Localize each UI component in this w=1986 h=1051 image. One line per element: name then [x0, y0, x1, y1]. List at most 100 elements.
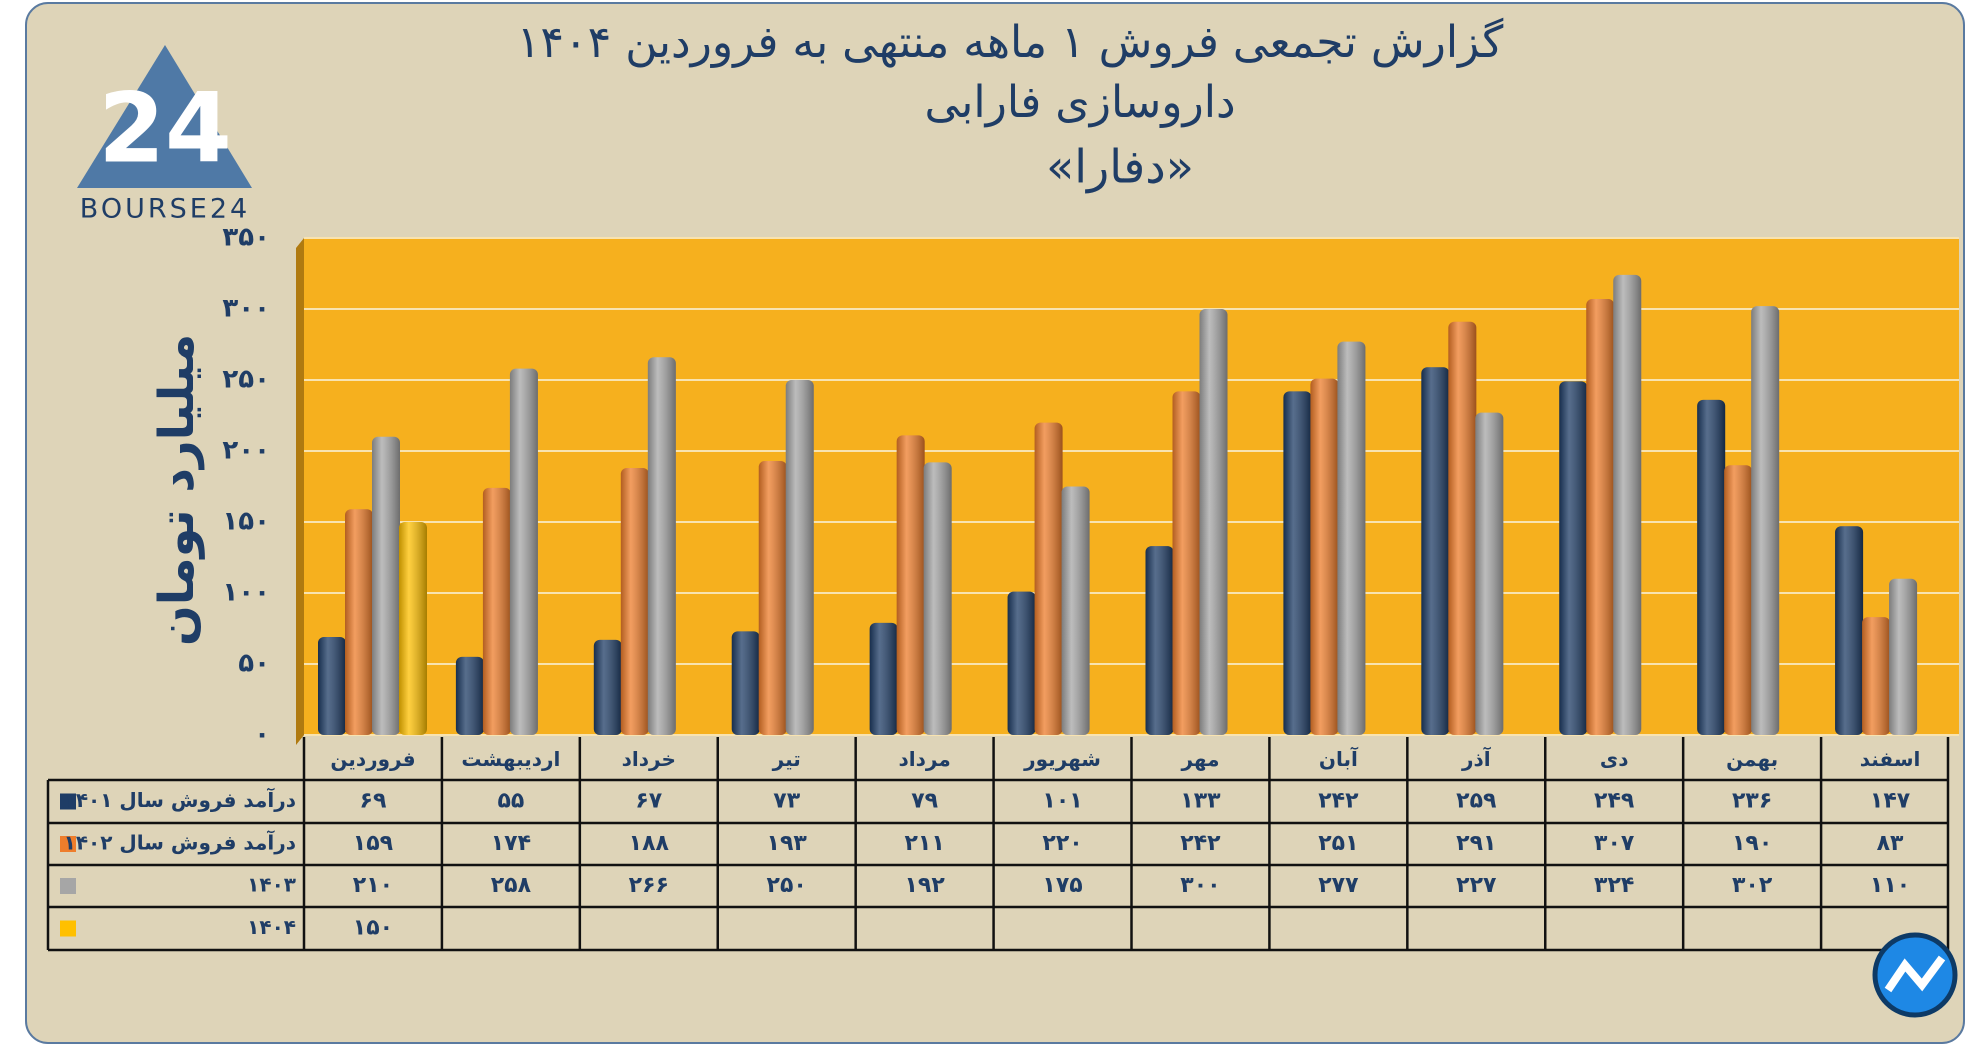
table-value: ۲۵۸: [491, 873, 532, 898]
app-icon: [1872, 932, 1958, 1018]
table-value: ۳۰۲: [1732, 873, 1773, 898]
logo-text: BOURSE24: [80, 194, 250, 225]
legend-label: درآمد فروش سال ۱۴۰۱: [64, 787, 296, 812]
y-tick-label: ۱۰۰: [222, 578, 270, 608]
table-value: ۳۰۷: [1594, 831, 1635, 856]
table-value: ۱۰۱: [1042, 789, 1082, 814]
x-tick-label: فروردین: [330, 747, 415, 771]
x-tick-label: دی: [1600, 747, 1629, 771]
logo-mark: 24: [98, 72, 232, 184]
bar-shade: [1751, 306, 1780, 735]
bar-shade: [1310, 378, 1339, 735]
bar-shade: [1724, 465, 1753, 735]
bar-shade: [509, 368, 538, 735]
table-value: ۲۴۲: [1318, 789, 1359, 814]
table-value: ۲۶۶: [629, 873, 669, 898]
x-tick-label: شهریور: [1023, 747, 1101, 771]
y-tick-label: ۰: [254, 720, 270, 750]
y-tick-label: ۲۰۰: [222, 436, 270, 466]
x-tick-label: آبان: [1319, 746, 1359, 771]
table-value: ۱۵۰: [353, 916, 393, 941]
table-value: ۲۴۹: [1594, 789, 1634, 814]
table-value: ۱۹۰: [1732, 831, 1772, 856]
y-axis-label: میلیارد تومان: [149, 334, 205, 646]
x-tick-label: مهر: [1180, 747, 1219, 771]
logo: 24 BOURSE24: [77, 45, 252, 225]
table-value: ۲۲۷: [1456, 873, 1497, 898]
x-tick-label: اردیبهشت: [461, 747, 560, 771]
bar-shade: [785, 380, 814, 735]
table-value: ۲۵۱: [1318, 831, 1358, 856]
x-tick-label: اسفند: [1860, 747, 1921, 771]
table-value: ۷۳: [773, 789, 800, 814]
table-value: ۱۸۸: [629, 831, 670, 856]
legend-swatch: [60, 920, 76, 937]
x-tick-label: تیر: [772, 747, 801, 771]
y-tick-label: ۲۵۰: [222, 365, 270, 395]
table-value: ۱۴۷: [1870, 789, 1911, 814]
y-tick-label: ۳۰۰: [222, 294, 270, 324]
x-tick-label: مرداد: [899, 747, 951, 771]
table-value: ۷۹: [911, 789, 938, 814]
bar-shade: [1199, 309, 1228, 735]
bar-shade: [399, 522, 427, 735]
table-value: ۲۳۶: [1732, 789, 1772, 814]
x-tick-label: آذر: [1461, 746, 1492, 771]
legend-swatch: [60, 836, 76, 852]
bar-shade: [1835, 526, 1864, 735]
table-value: ۱۱۰: [1870, 873, 1910, 898]
bar-shade: [455, 656, 484, 735]
table-value: ۵۵: [497, 789, 524, 814]
bar-shade: [1613, 274, 1642, 735]
table-value: ۲۲۰: [1042, 831, 1082, 856]
bar-shade: [1421, 367, 1450, 735]
table-value: ۲۵۹: [1456, 789, 1496, 814]
chart-symbol: «دفارا»: [1046, 140, 1194, 194]
table-value: ۶۹: [360, 789, 387, 814]
plot-wall: [296, 238, 304, 745]
bar-shade: [620, 468, 649, 735]
table-value: ۲۱۰: [353, 873, 393, 898]
bar-shade: [1007, 591, 1036, 735]
x-tick-label: خرداد: [622, 747, 676, 771]
bar-shade: [1889, 578, 1918, 735]
y-tick-label: ۳۵۰: [222, 223, 270, 253]
bar-shade: [1586, 299, 1615, 735]
bar-shade: [1559, 381, 1588, 735]
plot-area: [304, 238, 1959, 735]
table-value: ۱۹۳: [767, 831, 808, 856]
bar-shade: [731, 631, 760, 735]
bar-shade: [1862, 617, 1891, 735]
table-value: ۱۳۳: [1180, 789, 1221, 814]
legend-label: ۱۴۰۴: [247, 915, 296, 939]
bar-shade: [1034, 422, 1063, 735]
legend-swatch: [60, 793, 76, 810]
bar-shade: [758, 460, 787, 735]
legend-label: درآمد فروش سال ۱۴۰۲: [64, 830, 296, 855]
legend-label: ۱۴۰۳: [247, 873, 296, 897]
table-value: ۲۵۰: [767, 873, 807, 898]
bar-shade: [1172, 391, 1201, 735]
y-tick-label: ۵۰: [238, 649, 270, 679]
table-value: ۱۹۲: [904, 873, 945, 898]
bar-shade: [1448, 321, 1477, 735]
bar-shade: [1337, 341, 1366, 735]
table-value: ۲۱۱: [904, 831, 944, 856]
table-value: ۶۷: [635, 789, 662, 814]
table-value: ۱۵۹: [353, 831, 393, 856]
bar-shade: [1145, 546, 1174, 735]
table-value: ۱۷۴: [491, 831, 531, 856]
bar-shade: [869, 622, 898, 735]
table-value: ۸۳: [1877, 831, 1904, 856]
bar-shade: [1283, 391, 1312, 735]
bar-shade: [345, 509, 373, 735]
chart-subtitle: داروسازی فارابی: [924, 77, 1235, 128]
bar-shade: [318, 637, 346, 735]
bar-shade: [372, 436, 400, 735]
bar-shade: [482, 487, 511, 735]
legend-swatch: [60, 878, 76, 894]
y-tick-label: ۱۵۰: [222, 507, 270, 537]
table-value: ۲۹۱: [1456, 831, 1496, 856]
bar-shade: [647, 357, 676, 735]
